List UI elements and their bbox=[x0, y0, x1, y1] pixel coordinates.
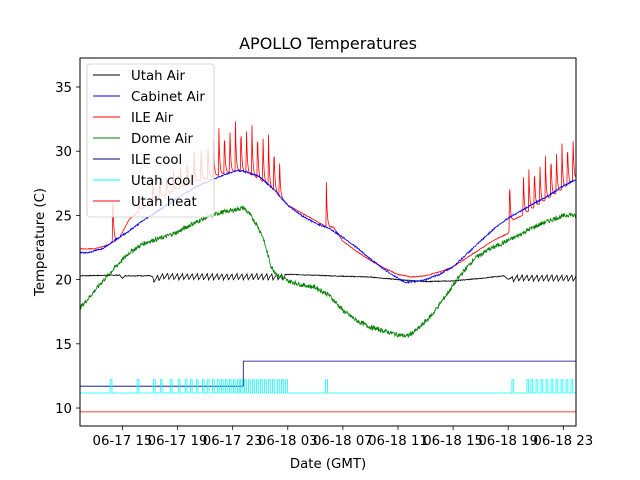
x-tick-label: 06-18 23 bbox=[533, 434, 593, 449]
legend-entry: Dome Air bbox=[93, 132, 194, 147]
y-tick-label: 35 bbox=[55, 81, 72, 96]
legend-label: Utah heat bbox=[131, 195, 197, 210]
y-tick-label: 10 bbox=[55, 402, 72, 417]
chart-title: APOLLO Temperatures bbox=[239, 34, 417, 53]
x-axis-label: Date (GMT) bbox=[290, 457, 366, 472]
series-line-ile-cool bbox=[80, 360, 576, 387]
axes-frame bbox=[79, 57, 577, 427]
legend-entry: Utah Air bbox=[93, 69, 186, 84]
x-tick-label: 06-17 19 bbox=[148, 434, 208, 449]
legend-entry: Utah heat bbox=[93, 195, 197, 210]
y-tick-label: 30 bbox=[55, 145, 72, 160]
series-line-utah-cool bbox=[80, 379, 576, 394]
legend: Utah Air Cabinet Air ILE Air Dome Air ILE co… bbox=[86, 63, 215, 218]
legend-label: Dome Air bbox=[131, 132, 194, 147]
series-line-utah-air bbox=[80, 272, 576, 284]
x-tick-label: 06-17 15 bbox=[93, 434, 153, 449]
x-tick-label: 06-18 19 bbox=[478, 434, 538, 449]
x-tick-label: 06-18 15 bbox=[423, 434, 483, 449]
x-tick-label: 06-18 07 bbox=[313, 434, 373, 449]
x-tick-label: 06-18 11 bbox=[368, 434, 428, 449]
legend-entry: ILE Air bbox=[93, 111, 174, 126]
legend-label: Utah cool bbox=[131, 174, 194, 189]
y-axis: 10 15 20 25 30 35 bbox=[55, 81, 80, 417]
legend-entry: Utah cool bbox=[93, 174, 194, 189]
legend-label: ILE Air bbox=[131, 111, 174, 126]
y-axis-label: Temperature (C) bbox=[33, 188, 48, 297]
legend-label: ILE cool bbox=[131, 153, 182, 168]
legend-entry: Cabinet Air bbox=[93, 90, 205, 105]
plot-area bbox=[80, 121, 576, 413]
legend-entry: ILE cool bbox=[93, 153, 182, 168]
x-tick-label: 06-18 03 bbox=[258, 434, 318, 449]
x-tick-label: 06-17 23 bbox=[203, 434, 263, 449]
legend-label: Cabinet Air bbox=[131, 90, 205, 105]
y-tick-label: 25 bbox=[55, 209, 72, 224]
legend-label: Utah Air bbox=[131, 69, 186, 84]
series-line-dome-air bbox=[80, 205, 576, 338]
y-tick-label: 20 bbox=[55, 274, 72, 289]
legend-box bbox=[86, 63, 215, 218]
y-tick-label: 15 bbox=[55, 338, 72, 353]
